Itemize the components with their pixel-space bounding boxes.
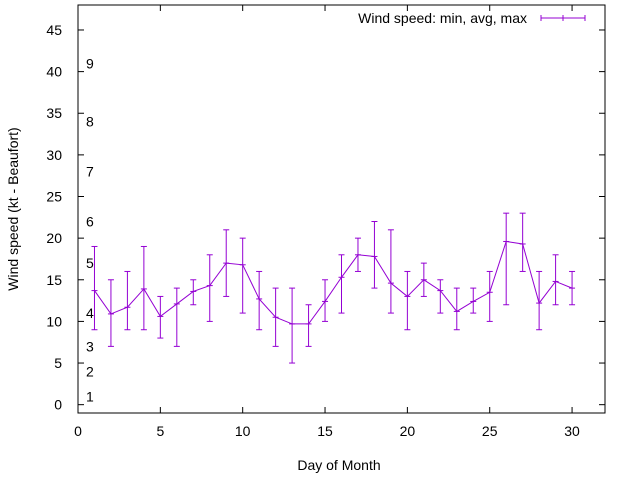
error-bar: [223, 229, 230, 297]
y-tick-label: 20: [46, 230, 62, 246]
beaufort-label: 8: [86, 114, 94, 130]
y-tick-label: 40: [46, 64, 62, 80]
beaufort-label: 2: [86, 363, 94, 379]
error-bar: [470, 287, 477, 314]
y-tick-label: 30: [46, 147, 62, 163]
x-tick-label: 0: [74, 423, 82, 439]
error-bar: [404, 270, 411, 331]
beaufort-label: 9: [86, 55, 94, 71]
y-tick-label: 35: [46, 105, 62, 121]
error-bar: [552, 254, 559, 306]
error-bar: [239, 237, 246, 314]
plot-frame: [77, 4, 606, 414]
y-tick-label: 45: [46, 22, 62, 38]
error-bar: [354, 237, 361, 272]
legend-label: Wind speed: min, avg, max: [358, 10, 527, 26]
x-tick-label: 10: [235, 423, 251, 439]
x-tick-label: 25: [482, 423, 498, 439]
error-bar: [107, 279, 114, 347]
beaufort-scale-labels: 1 2 3 4 5 6 7 8 9: [86, 55, 94, 404]
error-bar: [437, 279, 444, 314]
beaufort-label: 3: [86, 338, 94, 354]
legend-key: [540, 15, 586, 21]
error-bar: [173, 287, 180, 347]
error-bar: [289, 287, 296, 364]
x-tick-label: 5: [156, 423, 164, 439]
beaufort-label: 1: [86, 388, 94, 404]
y-axis-label: Wind speed (kt - Beaufort): [5, 127, 21, 290]
y-tick-label: 25: [46, 189, 62, 205]
y-tick-label: 0: [54, 397, 62, 413]
x-tick-label: 20: [400, 423, 416, 439]
y-tick-label: 10: [46, 313, 62, 329]
error-bar: [91, 245, 98, 331]
error-bar: [272, 287, 279, 347]
beaufort-label: 6: [86, 213, 94, 229]
error-bar: [387, 229, 394, 314]
error-bar: [256, 270, 263, 331]
y-tick-label: 5: [54, 355, 62, 371]
beaufort-label: 7: [86, 164, 94, 180]
error-bar: [140, 245, 147, 331]
error-bar: [420, 262, 427, 297]
x-tick-label: 30: [564, 423, 580, 439]
x-tick-label: 15: [317, 423, 333, 439]
error-bar: [322, 279, 329, 322]
error-bar: [305, 304, 312, 347]
legend: Wind speed: min, avg, max: [358, 10, 586, 26]
error-bar: [190, 279, 197, 306]
error-bar: [486, 270, 493, 322]
error-bar: [206, 254, 213, 322]
error-bar: [536, 270, 543, 331]
beaufort-label: 4: [86, 305, 94, 321]
error-bar: [519, 212, 526, 272]
error-bar: [503, 212, 510, 306]
error-bar: [157, 295, 164, 339]
error-bar: [338, 254, 345, 314]
data-series: [91, 212, 576, 364]
error-bar: [124, 270, 131, 331]
beaufort-label: 5: [86, 255, 94, 271]
series-line: [94, 240, 573, 325]
y-tick-label: 15: [46, 272, 62, 288]
error-bar: [569, 270, 576, 306]
error-bar: [453, 287, 460, 331]
x-axis-label: Day of Month: [297, 457, 380, 473]
error-bar: [371, 220, 378, 289]
